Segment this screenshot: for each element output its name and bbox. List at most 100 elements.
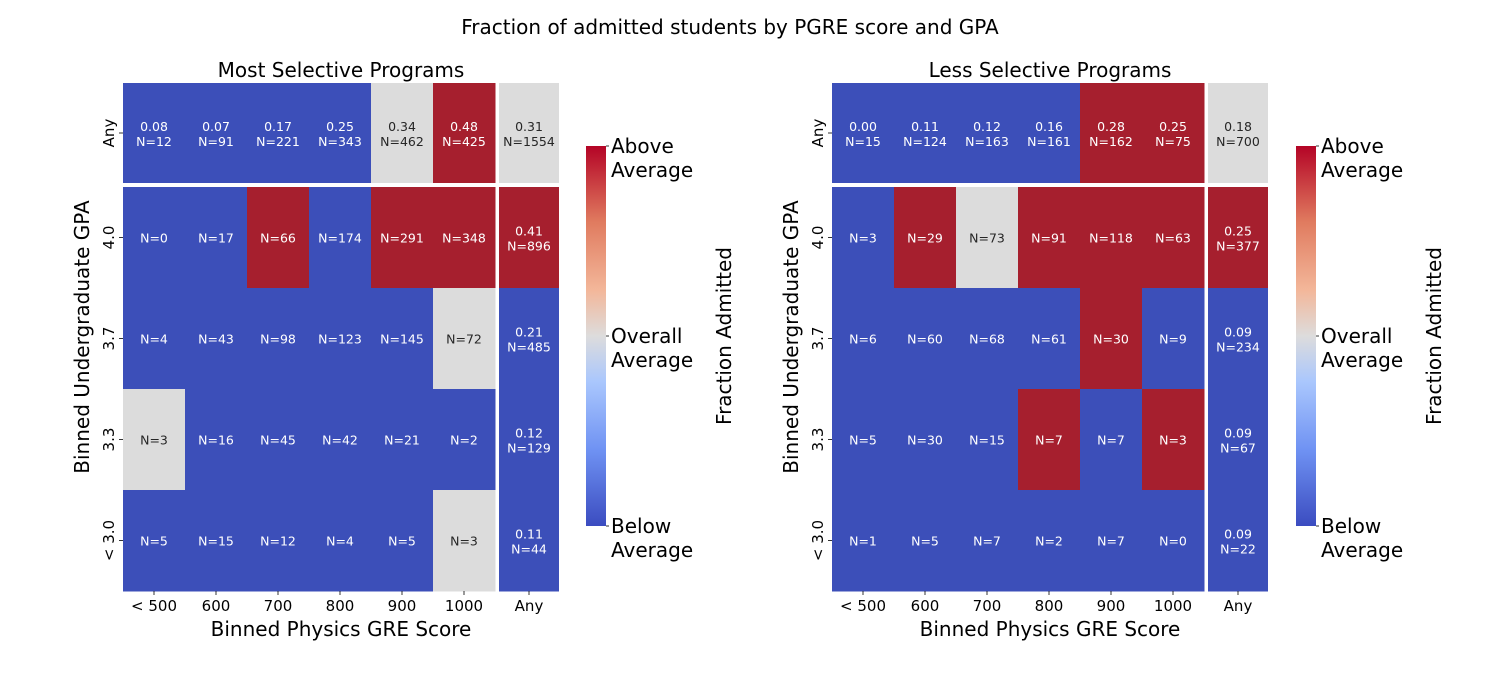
heatmap-cell (1142, 490, 1205, 592)
cell-count-label: N=12 (260, 534, 296, 549)
cell-count-label: N=2 (450, 433, 478, 448)
x-tick-label: 700 (973, 597, 1002, 615)
colorbar-label: Fraction Admitted (1422, 247, 1446, 425)
cell-count-label: N=43 (198, 332, 234, 347)
heatmap-cell (832, 389, 895, 491)
cell-fraction-label: 0.17 (264, 119, 292, 134)
cell-count-label: N=72 (446, 332, 482, 347)
heatmap-cell (371, 490, 434, 592)
cell-fraction-label: 0.11 (911, 119, 939, 134)
heatmap-cell-margin-right (1208, 389, 1268, 491)
cell-count-label: N=12 (136, 134, 172, 149)
heatmap-cell-margin-top (247, 83, 310, 183)
cell-fraction-label: 0.08 (140, 119, 168, 134)
cell-count-label: N=162 (1089, 134, 1133, 149)
cell-count-label: N=3 (140, 433, 168, 448)
cell-fraction-label: 0.25 (1159, 119, 1187, 134)
cell-count-label: N=5 (849, 433, 877, 448)
cell-fraction-label: 0.12 (515, 426, 543, 441)
colorbar-tick-label: Overall Average (611, 324, 693, 372)
heatmap-cell (1018, 490, 1081, 592)
cell-count-label: N=0 (140, 231, 168, 246)
cell-fraction-label: 0.34 (388, 119, 416, 134)
heatmap-cell-margin-right (499, 490, 559, 592)
heatmap-cell (123, 288, 186, 390)
cell-fraction-label: 0.25 (1224, 224, 1252, 239)
cell-count-label: N=91 (1031, 231, 1067, 246)
heatmap-cell-margin-right (499, 389, 559, 491)
x-tick-label: 700 (264, 597, 293, 615)
colorbar (1296, 146, 1316, 526)
cell-count-label: N=377 (1216, 239, 1260, 254)
x-axis-label: Binned Physics GRE Score (920, 617, 1181, 641)
heatmap-cell-margin-top (832, 83, 895, 183)
cell-fraction-label: 0.12 (973, 119, 1001, 134)
heatmap-cell (956, 288, 1019, 390)
heatmap-cell (1142, 389, 1205, 491)
cell-fraction-label: 0.16 (1035, 119, 1063, 134)
y-tick-label: 3.3 (809, 428, 827, 452)
panel-1: Less Selective Programs0.00N=150.11N=124… (779, 58, 1446, 641)
colorbar-tick-label: Below Average (1321, 514, 1403, 562)
cell-count-label: N=66 (260, 231, 296, 246)
y-tick-label: 4.0 (809, 226, 827, 250)
panel-0: Most Selective Programs0.08N=120.07N=910… (70, 58, 736, 641)
y-tick-label: 3.3 (100, 428, 118, 452)
cell-count-label: N=7 (1097, 534, 1125, 549)
x-tick-label: < 500 (840, 597, 886, 615)
cell-count-label: N=161 (1027, 134, 1071, 149)
heatmap-cell-margin-top (1142, 83, 1205, 183)
figure-title: Fraction of admitted students by PGRE sc… (461, 15, 999, 39)
cell-count-label: N=3 (849, 231, 877, 246)
heatmap-cell (956, 389, 1019, 491)
cell-fraction-label: 0.48 (450, 119, 478, 134)
heatmap-cell (247, 490, 310, 592)
cell-fraction-label: 0.25 (326, 119, 354, 134)
x-tick-label: < 500 (131, 597, 177, 615)
heatmap-cell-margin-top (1080, 83, 1143, 183)
cell-count-label: N=145 (380, 332, 424, 347)
heatmap-cell (956, 490, 1019, 592)
cell-count-label: N=124 (903, 134, 947, 149)
cell-count-label: N=425 (442, 134, 486, 149)
heatmap-cell (894, 187, 957, 289)
heatmap-cell-margin-top (894, 83, 957, 183)
cell-count-label: N=67 (1220, 441, 1256, 456)
heatmap-cell (247, 288, 310, 390)
heatmap-cell (185, 288, 248, 390)
cell-count-label: N=22 (1220, 542, 1256, 557)
cell-count-label: N=1 (849, 534, 877, 549)
cell-count-label: N=45 (260, 433, 296, 448)
cell-count-label: N=118 (1089, 231, 1133, 246)
heatmap-cell-margin-top (309, 83, 372, 183)
x-tick-label: 900 (1097, 597, 1126, 615)
colorbar-tick-label: Overall Average (1321, 324, 1403, 372)
heatmap-cell-margin-right (1208, 288, 1268, 390)
heatmap-cell (894, 288, 957, 390)
cell-count-label: N=73 (969, 231, 1005, 246)
cell-fraction-label: 0.11 (515, 527, 543, 542)
cell-count-label: N=7 (973, 534, 1001, 549)
cell-count-label: N=2 (1035, 534, 1063, 549)
y-axis-label: Binned Undergraduate GPA (70, 200, 94, 474)
cell-count-label: N=234 (1216, 340, 1260, 355)
y-tick-label: < 3.0 (809, 520, 827, 561)
cell-fraction-label: 0.09 (1224, 426, 1252, 441)
y-tick-label: 3.7 (809, 327, 827, 351)
heatmap-cell (832, 490, 895, 592)
cell-fraction-label: 0.21 (515, 325, 543, 340)
heatmap-cell (309, 288, 372, 390)
cell-fraction-label: 0.28 (1097, 119, 1125, 134)
cell-count-label: N=30 (1093, 332, 1129, 347)
heatmap-cell (185, 389, 248, 491)
y-tick-label: Any (809, 119, 827, 148)
cell-count-label: N=91 (198, 134, 234, 149)
cell-count-label: N=6 (849, 332, 877, 347)
cell-count-label: N=15 (845, 134, 881, 149)
cell-count-label: N=15 (198, 534, 234, 549)
cell-count-label: N=44 (511, 542, 547, 557)
cell-count-label: N=75 (1155, 134, 1191, 149)
heatmap-cell-margin-top (371, 83, 434, 183)
cell-fraction-label: 0.09 (1224, 325, 1252, 340)
cell-count-label: N=700 (1216, 134, 1260, 149)
